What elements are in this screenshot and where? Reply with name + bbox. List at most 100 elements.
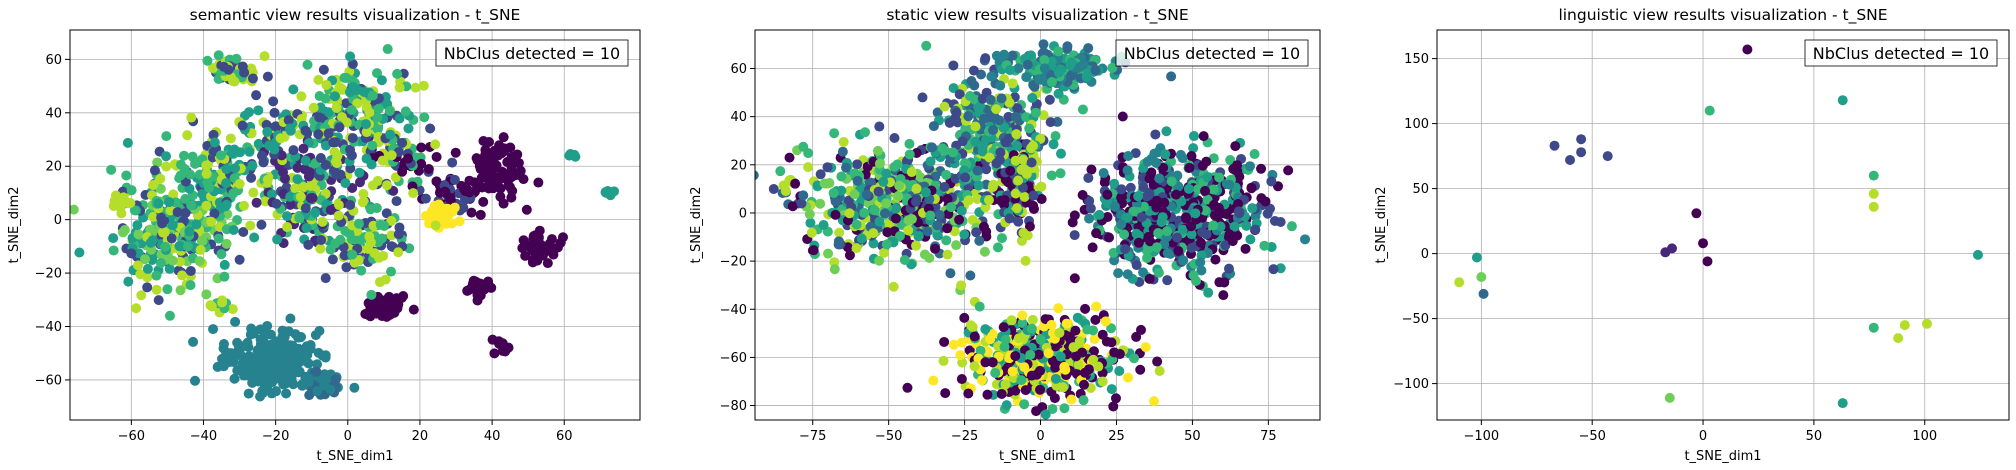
data-point (959, 312, 970, 323)
data-point (266, 189, 277, 200)
data-point (1013, 63, 1024, 74)
data-point (366, 289, 377, 300)
data-point (361, 127, 372, 138)
chart-2: −75 −50 −25 0 25 50 75 −80 −60 −40 −20 0 20 40 60 stati… (689, 6, 1321, 464)
data-point (449, 174, 460, 185)
data-point (906, 167, 917, 178)
data-point (238, 226, 249, 237)
data-point (507, 157, 518, 168)
data-point (253, 349, 264, 360)
data-point (381, 208, 392, 219)
data-point (946, 202, 957, 213)
data-point (498, 132, 509, 143)
x-tick-label: 50 (1184, 429, 1201, 444)
data-point (1704, 105, 1715, 116)
data-point (910, 196, 921, 207)
data-point (375, 219, 386, 230)
data-point (1018, 154, 1029, 165)
data-point (155, 183, 166, 194)
data-point (329, 91, 340, 102)
data-point (1066, 394, 1077, 405)
data-point (837, 146, 848, 157)
data-point (430, 139, 441, 150)
data-point (488, 183, 499, 194)
data-point (1176, 196, 1187, 207)
data-point (206, 216, 217, 227)
data-point (932, 107, 943, 118)
data-point (906, 214, 917, 225)
y-axis-label: t_SNE_dim2 (1374, 186, 1389, 263)
data-point (282, 222, 293, 233)
data-point (956, 205, 967, 216)
data-point (1114, 349, 1125, 360)
y-tick-label: −80 (720, 399, 747, 414)
data-point (478, 196, 489, 207)
data-point (439, 186, 450, 197)
data-point (980, 324, 991, 335)
data-point (333, 210, 344, 221)
data-point (963, 388, 974, 399)
data-point (948, 147, 959, 158)
data-point (1083, 43, 1094, 54)
data-point (856, 233, 867, 244)
data-point (244, 146, 255, 157)
data-point (942, 249, 953, 260)
data-point (996, 233, 1007, 244)
data-point (1972, 249, 1983, 260)
data-point (247, 160, 258, 171)
data-point (166, 233, 177, 244)
data-point (313, 347, 324, 358)
data-point (979, 113, 990, 124)
data-point (1046, 319, 1057, 330)
data-point (1102, 189, 1113, 200)
data-point (1077, 189, 1088, 200)
data-point (155, 173, 166, 184)
data-point (1131, 260, 1142, 271)
data-point (344, 228, 355, 239)
data-point (1036, 194, 1047, 205)
data-point (161, 151, 172, 162)
axes-frame (754, 29, 1321, 421)
data-point (298, 143, 309, 154)
data-point (160, 241, 171, 252)
data-point (1162, 275, 1173, 286)
data-point (403, 123, 414, 134)
data-point (215, 150, 226, 161)
data-point (386, 266, 397, 277)
data-point (1006, 315, 1017, 326)
data-point (1142, 252, 1153, 263)
data-point (372, 124, 383, 135)
data-point (1868, 322, 1879, 333)
data-point (201, 289, 212, 300)
data-point (385, 129, 396, 140)
data-point (278, 379, 289, 390)
data-point (1013, 333, 1024, 344)
data-point (982, 389, 993, 400)
data-point (331, 156, 342, 167)
data-point (330, 374, 341, 385)
data-point (393, 247, 404, 258)
data-point (1218, 290, 1229, 301)
data-point (987, 357, 998, 368)
data-point (303, 171, 314, 182)
data-point (1181, 213, 1192, 224)
data-point (153, 198, 164, 209)
data-point (275, 133, 286, 144)
data-point (1053, 67, 1064, 78)
data-point (1055, 148, 1066, 159)
data-point (808, 245, 819, 256)
data-point (893, 191, 904, 202)
data-point (1208, 220, 1219, 231)
data-point (331, 102, 342, 113)
data-point (182, 241, 193, 252)
data-point (106, 164, 117, 175)
data-point (292, 174, 303, 185)
data-point (245, 220, 256, 231)
data-point (1084, 213, 1095, 224)
data-point (1022, 59, 1033, 70)
annotation-text: NbClus detected = 10 (444, 44, 620, 63)
data-point (941, 169, 952, 180)
data-point (263, 356, 274, 367)
data-point (1019, 191, 1030, 202)
data-point (1224, 179, 1235, 190)
